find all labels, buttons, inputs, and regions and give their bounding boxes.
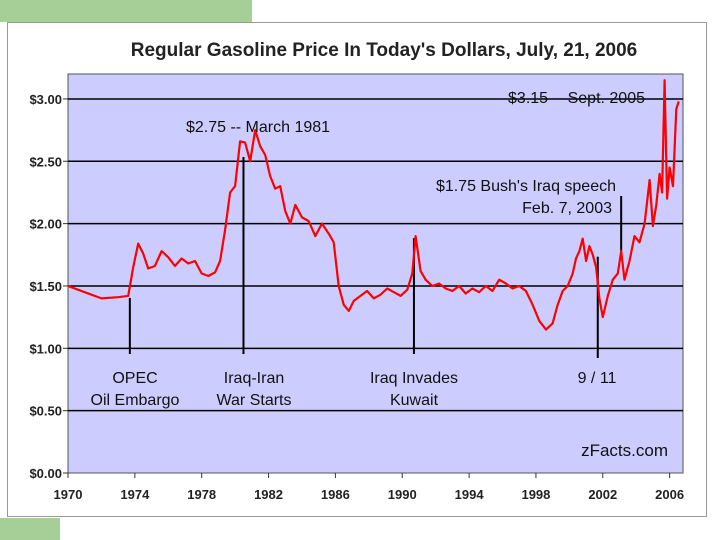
x-tick-label: 1994 <box>455 487 485 502</box>
y-tick-label: $1.00 <box>29 341 62 356</box>
y-tick-label: $2.50 <box>29 154 62 169</box>
callout-2003-speech-line-1: $1.75 Bush's Iraq speech <box>436 178 616 195</box>
event-label-iraq-iran-line-1: Iraq-Iran <box>224 370 284 387</box>
x-tick-label: 1982 <box>254 487 283 502</box>
event-label-9-11: 9 / 11 <box>578 370 617 387</box>
event-label-kuwait-line-2: Kuwait <box>390 392 439 409</box>
y-tick-label: $0.00 <box>29 466 62 481</box>
chart-title: Regular Gasoline Price In Today's Dollar… <box>131 40 637 61</box>
x-tick-label: 1986 <box>321 487 350 502</box>
x-tick-label: 1990 <box>388 487 417 502</box>
event-label-kuwait-line-1: Iraq Invades <box>370 370 458 387</box>
x-tick-label: 1998 <box>521 487 550 502</box>
callout-1981-peak: $2.75 -- March 1981 <box>186 119 330 136</box>
y-axis: $0.00 $0.50 $1.00 $1.50 $2.00 $2.50 $3.00 <box>29 92 68 481</box>
x-tick-label: 2002 <box>588 487 617 502</box>
y-tick-label: $0.50 <box>29 404 62 419</box>
plot-background <box>67 73 684 474</box>
callout-2003-speech-line-2: Feb. 7, 2003 <box>522 200 612 217</box>
price-series-line <box>67 79 680 331</box>
x-axis: 1970 1974 1978 1982 1986 1990 1994 1998 2002 2006 <box>54 473 684 502</box>
event-label-opec-line-2: Oil Embargo <box>91 392 180 409</box>
y-tick-label: $3.00 <box>29 92 62 107</box>
plot-area <box>67 73 684 474</box>
x-tick-label: 1978 <box>187 487 216 502</box>
source-watermark: zFacts.com <box>581 441 668 460</box>
event-label-iraq-iran-line-2: War Starts <box>217 392 292 409</box>
decorative-accent-top <box>0 0 252 22</box>
event-label-opec-line-1: OPEC <box>112 370 157 387</box>
y-tick-label: $1.50 <box>29 279 62 294</box>
x-tick-label: 1970 <box>54 487 83 502</box>
callout-2005-peak: $3.15 -- Sept. 2005 <box>508 90 645 107</box>
decorative-accent-bottom <box>0 518 60 540</box>
x-tick-label: 2006 <box>655 487 684 502</box>
x-tick-label: 1974 <box>120 487 150 502</box>
y-tick-label: $2.00 <box>29 217 62 232</box>
